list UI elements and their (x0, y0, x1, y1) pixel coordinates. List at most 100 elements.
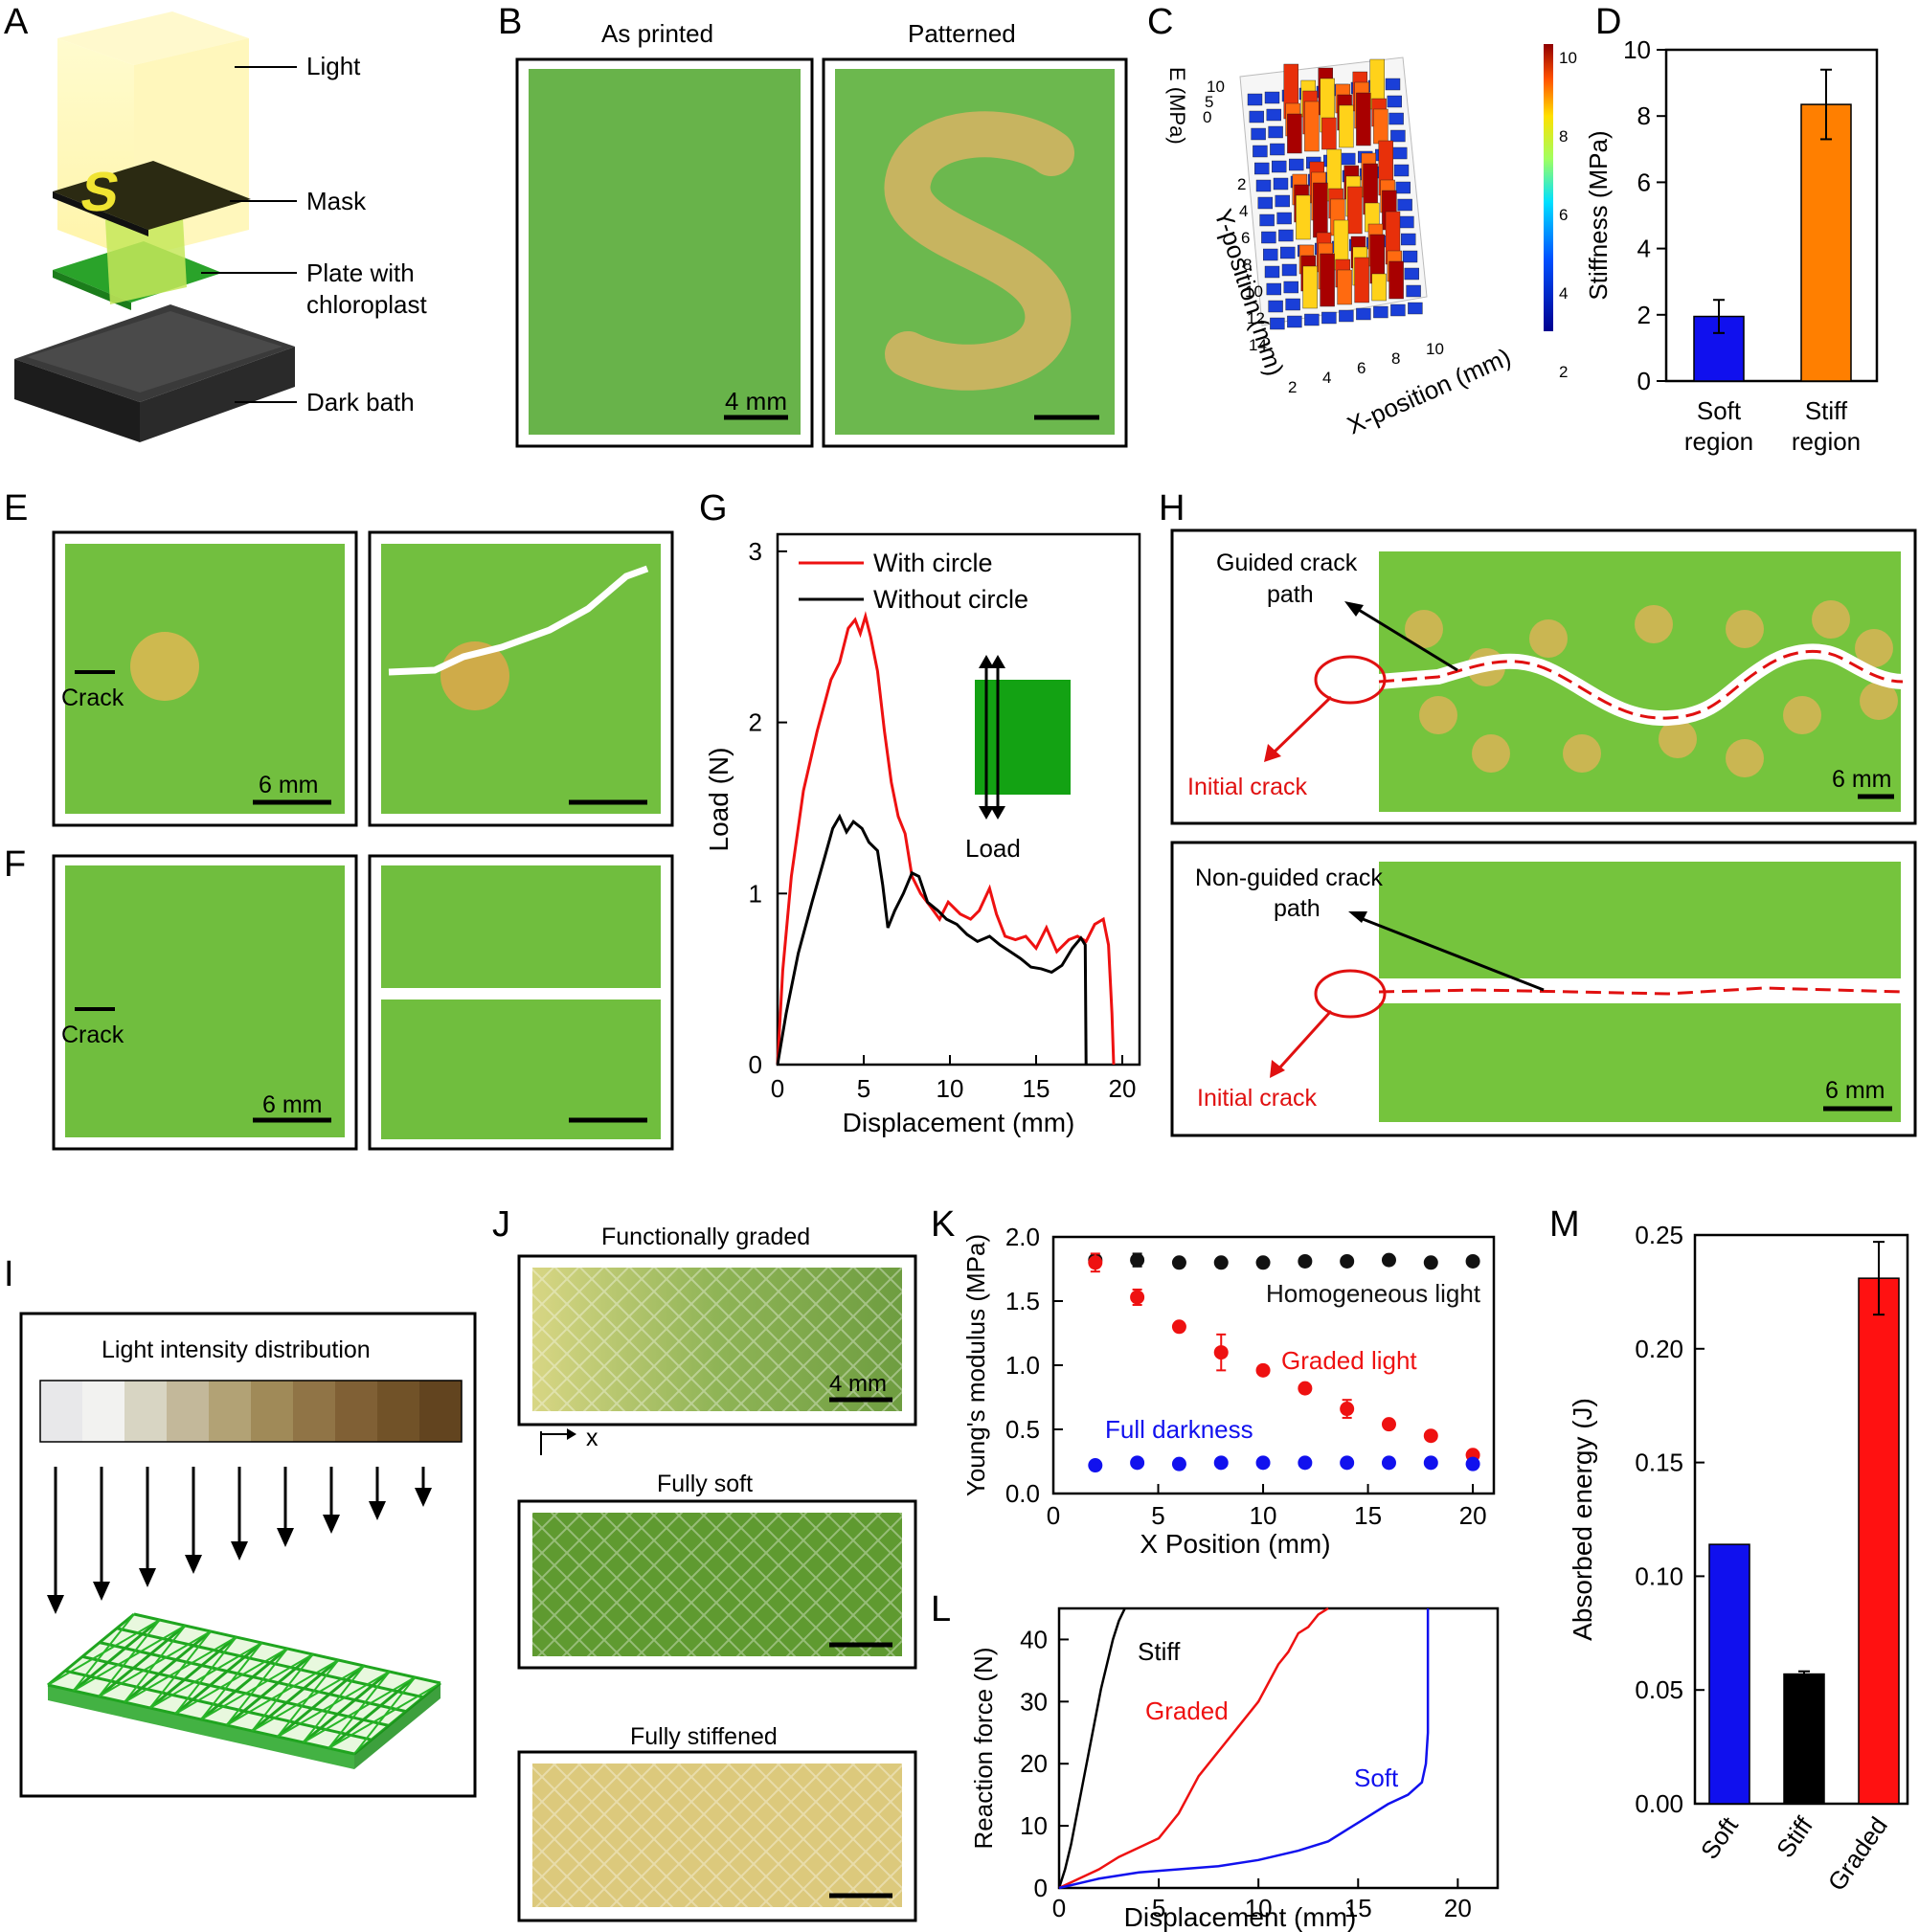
light-arrowhead (231, 1541, 248, 1561)
e-crack-label: Crack (61, 685, 124, 711)
y-tick-label: 2 (749, 708, 762, 737)
x-tick-label: 4 (1322, 369, 1331, 387)
y-tick-label: 20 (1020, 1749, 1048, 1778)
x-axis-label: Displacement (mm) (843, 1108, 1075, 1137)
x-tick-label: 10 (1250, 1501, 1277, 1530)
panel-letter-l: L (931, 1589, 952, 1629)
y-tick-label: 0.20 (1635, 1335, 1683, 1363)
series-line-0 (776, 611, 1116, 1066)
panel-letter-d: D (1595, 2, 1622, 42)
x-tick-label: 10 (1245, 1894, 1273, 1922)
lattice-diagonal (251, 1653, 314, 1732)
bar-3d (1402, 250, 1418, 263)
lattice-diagonal (124, 1625, 187, 1703)
x-category-label: Stiff (1771, 1811, 1818, 1863)
light-arrowhead (277, 1528, 294, 1547)
bar-3d (1387, 95, 1403, 108)
panel-letter-h: H (1159, 488, 1185, 528)
bar (1783, 1673, 1825, 1805)
lattice-strut (99, 1641, 407, 1714)
dark-bath (14, 304, 295, 442)
lattice-diagonal (327, 1671, 391, 1749)
intensity-swatch (377, 1381, 419, 1442)
lattice-diagonal (148, 1630, 212, 1709)
data-point (1255, 1255, 1271, 1270)
y-tick-label: 0.15 (1635, 1449, 1683, 1477)
y-tick-label: 6 (1637, 168, 1651, 196)
colorbar-tick-label: 8 (1559, 127, 1568, 146)
f-crack-label: Crack (61, 1022, 124, 1048)
x-tick-label: 0 (771, 1074, 784, 1103)
label-chloroplast: chloroplast (306, 290, 427, 319)
x-tick-label: 15 (1344, 1894, 1372, 1922)
x-category-label: Soft (1697, 396, 1742, 425)
bar-3d (1356, 307, 1371, 321)
panel-letter-i: I (4, 1254, 14, 1294)
legend-label: Without circle (873, 585, 1028, 614)
panel-b-photos (515, 57, 1128, 448)
h-bottom-guided: Non-guided crack (1195, 865, 1383, 891)
bar-3d (1404, 267, 1419, 281)
panel-letter-e: E (4, 488, 29, 528)
bar-3d (1287, 113, 1302, 154)
x-tick-label: 6 (1357, 359, 1366, 377)
plot-frame (1051, 1235, 1496, 1495)
x-tick-label: 15 (1023, 1074, 1050, 1103)
x-tick-label: 20 (1444, 1894, 1472, 1922)
bar-3d (1268, 125, 1283, 139)
series-line-1 (776, 813, 1088, 1066)
panel-letter-g: G (699, 488, 728, 528)
bar-3d (1339, 104, 1354, 148)
lattice-diagonal (302, 1665, 365, 1743)
x-category-label: region (1684, 427, 1753, 456)
h-bottom-scale: 6 mm (1825, 1077, 1885, 1104)
light-arrowhead (415, 1488, 432, 1507)
lattice-strut (174, 1641, 263, 1716)
data-point (1465, 1253, 1480, 1269)
lattice-diagonal (174, 1636, 237, 1715)
bar-3d (1304, 313, 1320, 326)
bar-3d (1255, 179, 1272, 192)
bar-3d (1264, 91, 1280, 104)
plot-frame (1057, 1606, 1500, 1890)
plot-frame (776, 532, 1141, 1067)
y-tick-label: 14 (1249, 336, 1267, 354)
bar-3d (1287, 315, 1302, 328)
x-category-label: Soft (1695, 1811, 1745, 1865)
bar-3d (1283, 281, 1299, 294)
bar-3d (1253, 145, 1268, 158)
bar-3d (1356, 92, 1371, 146)
data-point (1423, 1428, 1438, 1444)
y-tick-label: 3 (749, 537, 762, 566)
label-mask: Mask (306, 187, 367, 215)
data-point (1381, 1417, 1396, 1432)
lattice-diagonal (353, 1676, 417, 1755)
bar-3d (1391, 146, 1408, 160)
x-axis-label: Displacement (mm) (1124, 1902, 1357, 1932)
bar-3d (1275, 194, 1291, 208)
data-point (1340, 1253, 1355, 1269)
bar-3d (1270, 317, 1285, 330)
data-point (1381, 1252, 1396, 1268)
data-point (1340, 1402, 1355, 1417)
x-tick-label: 2 (1288, 378, 1297, 396)
bar-3d (1257, 196, 1274, 210)
data-point (1213, 1255, 1229, 1270)
bar-3d (1268, 300, 1283, 313)
bar-3d (1321, 117, 1337, 150)
j-axis-label: x (586, 1425, 598, 1451)
bar-3d (1304, 101, 1320, 152)
lattice-diagonal (200, 1642, 263, 1720)
bar-3d (1388, 112, 1404, 125)
panel-letter-m: M (1549, 1204, 1580, 1245)
bar (1858, 1277, 1900, 1805)
bar-3d (1262, 248, 1278, 261)
intensity-swatch (82, 1381, 124, 1442)
data-point (1381, 1455, 1396, 1471)
data-point (1171, 1456, 1186, 1471)
data-point (1423, 1255, 1438, 1270)
panel-j-photos (517, 1254, 917, 1922)
